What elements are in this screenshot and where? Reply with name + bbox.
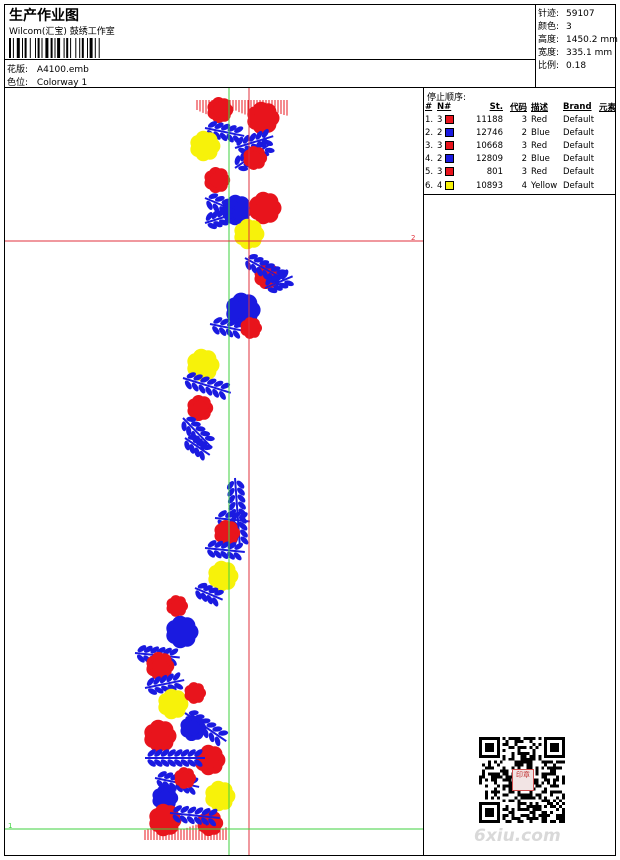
- stop-sequence-heading: 停止顺序:: [427, 93, 467, 103]
- color-swatch: [445, 154, 455, 164]
- company-name: Wilcom(汇宝) 鼓绣工作室: [9, 27, 115, 37]
- flower-motif: [190, 130, 221, 162]
- leaf-spray: [264, 269, 294, 294]
- leaf-spray: [194, 582, 224, 607]
- flower-motif: [187, 394, 214, 422]
- end-marker: 2: [411, 234, 415, 242]
- panel-divider: [423, 87, 424, 856]
- sequence-row: 5. 3 801 3 Red Default: [425, 167, 595, 178]
- start-marker: 1: [8, 822, 12, 830]
- qr-code: [479, 737, 565, 823]
- flower-motif: [166, 615, 199, 649]
- stat-scale: 比例: 0.18: [538, 61, 587, 71]
- stop-sequence-table: # N# St. 代码 描述 Brand 元素 1. 3 11188 3 Red Def…: [425, 101, 616, 192]
- leaf-spray: [209, 317, 245, 339]
- col-element: 元素: [599, 103, 617, 113]
- color-swatch: [445, 140, 455, 150]
- color-swatch: [445, 167, 455, 177]
- color-swatch: [445, 127, 455, 137]
- flower-motif: [240, 317, 262, 339]
- flower-motif: [234, 218, 265, 250]
- stat-width: 宽度: 335.1 mm: [538, 48, 613, 58]
- header-bottom-divider: [4, 87, 616, 88]
- leaf-spray: [204, 206, 235, 230]
- stats-divider: [535, 4, 536, 87]
- col-brand: Brand: [563, 102, 592, 112]
- flower-motif: [180, 714, 207, 742]
- col-needle: N#: [437, 102, 452, 112]
- leaf-spray: [145, 749, 205, 767]
- page-frame: [4, 4, 616, 856]
- leaf-spray: [184, 434, 213, 461]
- design-label: 花版:: [7, 65, 29, 75]
- colorway-label: 色位:: [7, 78, 29, 88]
- flower-motif: [205, 780, 236, 812]
- flower-motif: [226, 292, 261, 328]
- leaf-spray: [169, 805, 220, 827]
- flower-motif: [204, 166, 231, 194]
- leaf-spray: [144, 672, 185, 695]
- seal-stamp: 印章: [512, 769, 534, 791]
- flower-motif: [166, 595, 188, 617]
- sequence-row: 4. 2 12809 2 Blue Default: [425, 154, 595, 165]
- design-filename: A4100.emb: [36, 65, 89, 75]
- site-logo: 6xiu.com: [474, 826, 561, 846]
- page-title: 生产作业图: [9, 8, 79, 24]
- flower-motif: [214, 519, 241, 547]
- flower-motif: [174, 767, 196, 789]
- flower-motif: [146, 651, 175, 681]
- flower-motif: [247, 101, 280, 135]
- col-code: 代码: [509, 103, 527, 113]
- flower-motif: [207, 96, 234, 124]
- col-stitches: St.: [489, 102, 503, 112]
- design-canvas: 2 1: [5, 88, 423, 855]
- stat-colors: 颜色: 3: [538, 22, 572, 32]
- stat-stitches: 针迹: 59107: [538, 9, 595, 19]
- color-swatch: [445, 114, 455, 124]
- sequence-row: 3. 3 10668 3 Red Default: [425, 140, 595, 151]
- flower-motif: [152, 784, 179, 812]
- stat-height: 高度: 1450.2 mm: [538, 35, 618, 45]
- embroidery-motifs: [134, 96, 294, 840]
- barcode: [9, 38, 100, 58]
- flower-motif: [243, 146, 268, 170]
- scallop-border: [144, 824, 230, 840]
- flower-motif: [208, 560, 239, 592]
- design-row: 花版: A4100.emb: [7, 62, 89, 75]
- flower-motif: [195, 744, 226, 776]
- flower-motif: [144, 719, 177, 753]
- flower-motif: [249, 191, 282, 225]
- flower-motif: [187, 348, 220, 382]
- color-swatch: [445, 180, 455, 190]
- colorway-row: 色位: Colorway 1: [7, 75, 87, 88]
- sequence-row: 2. 2 12746 2 Blue Default: [425, 127, 595, 138]
- flower-motif: [184, 682, 206, 704]
- sequence-bottom-divider: [423, 194, 616, 195]
- col-desc: 描述: [531, 103, 549, 113]
- colorway-name: Colorway 1: [36, 78, 88, 88]
- sequence-row: 1. 3 11188 3 Red Default: [425, 114, 595, 125]
- col-index: #: [425, 102, 433, 112]
- leaf-spray: [182, 372, 232, 400]
- sequence-row: 6. 4 10893 4 Yellow Default: [425, 180, 595, 191]
- flower-motif: [158, 688, 189, 720]
- header-divider: [4, 59, 535, 60]
